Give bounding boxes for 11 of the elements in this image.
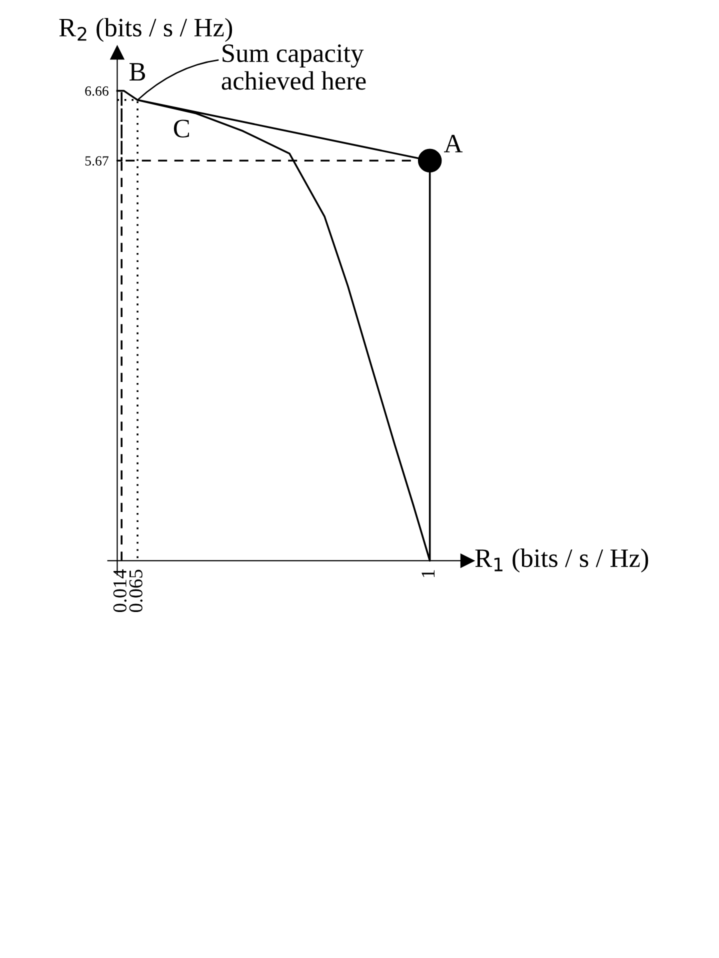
- annotation: C: [174, 120, 189, 138]
- annotation: B: [130, 63, 146, 81]
- annotation: Sum capacity achieved here: [222, 44, 366, 90]
- annotation: A: [444, 134, 463, 152]
- x-tick-label: 1: [422, 570, 435, 578]
- x-axis-title: R$_{1}$ (bits / s / Hz): [475, 548, 648, 572]
- y-tick-label: 5.67: [85, 156, 108, 166]
- x-tick-label: 0.065: [129, 570, 142, 612]
- y-tick-label: 6.66: [85, 86, 108, 96]
- y-axis-title: R$_{2}$ (bits / s / Hz): [59, 18, 232, 42]
- x-tick-label: 0.014: [113, 569, 127, 612]
